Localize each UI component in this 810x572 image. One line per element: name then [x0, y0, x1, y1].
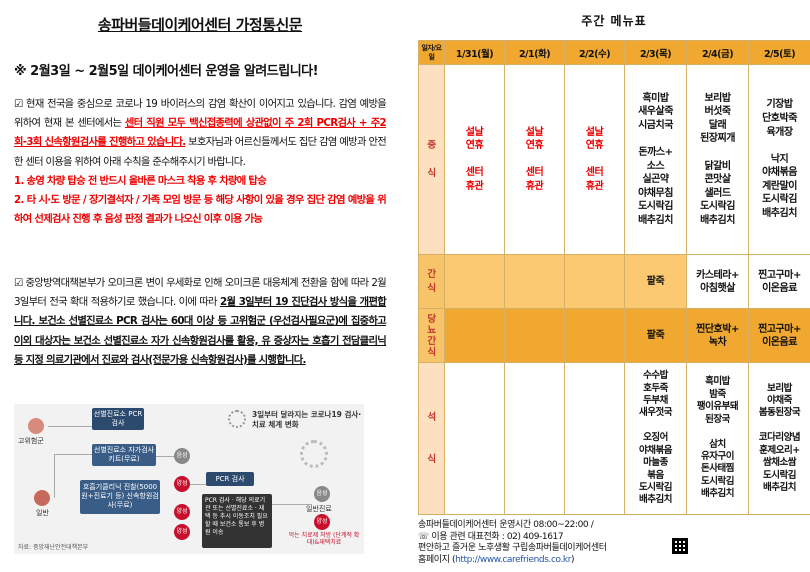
screening-pcr-box: 선별진료소 PCR검사: [92, 408, 144, 430]
day-header: 2/4(금): [686, 40, 749, 65]
group-general-label: 일반: [36, 509, 49, 517]
day-header: 2/1(화): [504, 40, 565, 65]
screening-selftest-box: 선별진료소 자가검사키트(무료): [92, 444, 156, 466]
flow-line: [54, 454, 55, 498]
row-label-diabetic: 당 뇨 간 식: [418, 308, 445, 363]
weekly-menu-panel: 주간 메뉴표 일자/요일 1/31(월) 2/1(화) 2/2(수) 2/3(목…: [418, 0, 810, 572]
day-header: 2/3(목): [624, 40, 687, 65]
p1-red-text: 센터 직원 모두 백신접종력에 상관없이 주 2회 PCR검사 + 주2회-3회…: [14, 117, 387, 149]
positive-circle: 양성: [174, 524, 190, 540]
lunch-cell: 기장밥 단호박죽 육개장 낙지 야채볶음 계란말이 도시락김 배추김치: [762, 99, 797, 220]
p1-text-a: ☑ 현재 전국을 중심으로 코로나 19 바이러스의 감염 확산이 이어지고 있…: [14, 98, 387, 130]
menu-title: 주간 메뉴표: [581, 14, 647, 28]
p2-underline-text: 보건소 선별진료소 PCR 검사는 60대 이상 등 고위험군 (우선검사필요군…: [14, 315, 387, 366]
day-header: 2/2(수): [564, 40, 625, 65]
diabetic-cell: 찐단호박+ 녹차: [696, 323, 739, 348]
flow-line: [272, 504, 312, 505]
flow-line: [190, 484, 206, 485]
positive-circle: 양성: [174, 504, 190, 520]
rule-1: 1. 송영 차량 탑승 전 반드시 올바른 마스크 착용 후 차량에 탑승: [14, 174, 267, 187]
infographic-headline: 3일부터 달라지는 코로나19 검사·치료 체계 변화: [252, 410, 362, 429]
infographic-source: 자료: 중앙재난안전대책본부: [18, 544, 89, 551]
negative-outcome: 일반진료: [306, 505, 332, 513]
p2-text-a: ☑ 중앙방역대책본부가 오미크론 변이 우세화로 인해 오미크론 대응체계 전환…: [14, 277, 387, 309]
pcr-detail-box: PCR 검사 · 해당 의료기관 또는 선별진료소 · 재택 등 추시 이동조치…: [202, 494, 272, 548]
person-icon: [34, 490, 50, 506]
day-header: 1/31(월): [444, 40, 505, 65]
newsletter-panel: 송파버들데이케어센터 가정통신문 ※ 2월3일 ~ 2월5일 데이케어센터 운영…: [0, 0, 400, 572]
flow-line: [48, 426, 92, 427]
homepage-end: ): [571, 554, 575, 565]
corner-header: 일자/요일: [418, 40, 445, 65]
snack-cell: 팥죽: [646, 276, 665, 287]
newsletter-title: 송파버들데이케어센터 가정통신문: [97, 16, 303, 34]
covid-test-infographic: 3일부터 달라지는 코로나19 검사·치료 체계 변화 고위험군 일반 선별진료…: [14, 404, 364, 554]
notice-paragraph-2: ☑ 중앙방역대책본부가 오미크론 변이 우세화로 인해 오미크론 대응체계 전환…: [14, 274, 387, 370]
clinic-box: 호흡기클리닉 진찰(5000원+진료기 등) 신속항원검사(무료): [80, 480, 160, 514]
p2-bold-text: 2월 3일부터 19 진단검사 방식을 개편합니다.: [14, 296, 387, 328]
negative-circle: 음성: [174, 448, 190, 464]
day-header: 2/5(토): [748, 40, 810, 65]
row-label-dinner: 석 식: [418, 362, 445, 515]
notice-paragraph-1: ☑ 현재 전국을 중심으로 코로나 19 바이러스의 감염 확산이 이어지고 있…: [14, 95, 387, 229]
snack-cell: 카스테라+ 아침햇살: [696, 269, 739, 294]
headline: ※ 2월3일 ~ 2월5일 데이케어센터 운영을 알려드립니다!: [14, 64, 319, 79]
footer-phone: ☏ 이용 관련 대표전화 : 02) 409-1617: [418, 531, 564, 542]
positive-outcome: 먹는 치료제 처방 (단계적 확대)&재택치료: [288, 532, 360, 546]
positive-circle: 양성: [174, 476, 190, 492]
lunch-cell: 흑미밥 새우살죽 시금치국 돈까스+ 소스 실곤약 야채무침 도시락김 배추김치: [638, 92, 673, 226]
dinner-cell: 흑미밥 밤죽 팽이유부돼 된장국 삼치 유자구이 돈사태찜 도시락김 배추김치: [696, 376, 739, 500]
homepage-label: 홈페이지 (: [418, 554, 456, 565]
row-label-lunch: 중 식: [418, 64, 445, 255]
flow-line: [54, 454, 92, 455]
group-high-label: 고위험군: [18, 437, 44, 445]
dinner-cell: 보리밥 야채죽 봄동된장국 코다리양념 훈제오리+ 쌈채소쌈 도시락김 배추김치: [758, 382, 801, 493]
p1-text-b: 보호자님과 어르신들께서도 집단 감염 예방과 안전한 센터 이용을 위하여 아…: [14, 136, 387, 168]
dinner-cell: 수수밥 호두죽 두부채 새우젓국 오징어 야채볶음 마늘종 볶음 도시락김 배추…: [639, 370, 672, 506]
homepage-link[interactable]: http://www.carefriends.co.kr: [455, 554, 572, 565]
footer-hours: 송파버들데이케어센터 운영시간 08:00~22:00 /: [418, 520, 594, 530]
virus-icon: [300, 440, 328, 468]
elderly-person-icon: [28, 418, 44, 434]
virus-icon: [228, 410, 246, 428]
positive-circle: 양성: [314, 514, 330, 530]
lunch-cell: 보리밥 버섯죽 달래 된장찌개 닭갈비 콘맛살 샐러드 도시락김 배추김치: [700, 92, 735, 226]
row-label-snack: 간 식: [418, 254, 445, 309]
lunch-cell: 설날 연휴 센터 휴관: [465, 126, 484, 192]
diabetic-cell: 팥죽: [646, 330, 665, 341]
negative-circle: 음성: [314, 486, 330, 502]
footer-slogan: 편안하고 즐거운 노후생활 구립송파버들데이케어센터: [418, 543, 607, 553]
rule-2: 2. 타 시·도 방문 / 장기결석자 / 가족 모임 방문 등 해당 사항이 …: [14, 194, 387, 226]
footer-homepage: 홈페이지 (http://www.carefriends.co.kr): [418, 555, 798, 567]
pcr-test-box: PCR 검사: [206, 472, 254, 486]
weekly-menu-table: 일자/요일 1/31(월) 2/1(화) 2/2(수) 2/3(목) 2/4(금…: [418, 40, 810, 515]
footer: 송파버들데이케어센터 운영시간 08:00~22:00 / ☏ 이용 관련 대표…: [418, 520, 798, 566]
lunch-cell: 설날 연휴 센터 휴관: [525, 126, 544, 192]
snack-cell: 찐고구마+ 이온음료: [758, 269, 801, 294]
qr-code-icon[interactable]: [672, 538, 688, 554]
diabetic-cell: 찐고구마+ 이온음료: [758, 323, 801, 348]
lunch-cell: 설날 연휴 센터 휴관: [585, 126, 604, 192]
flow-line: [156, 456, 174, 457]
